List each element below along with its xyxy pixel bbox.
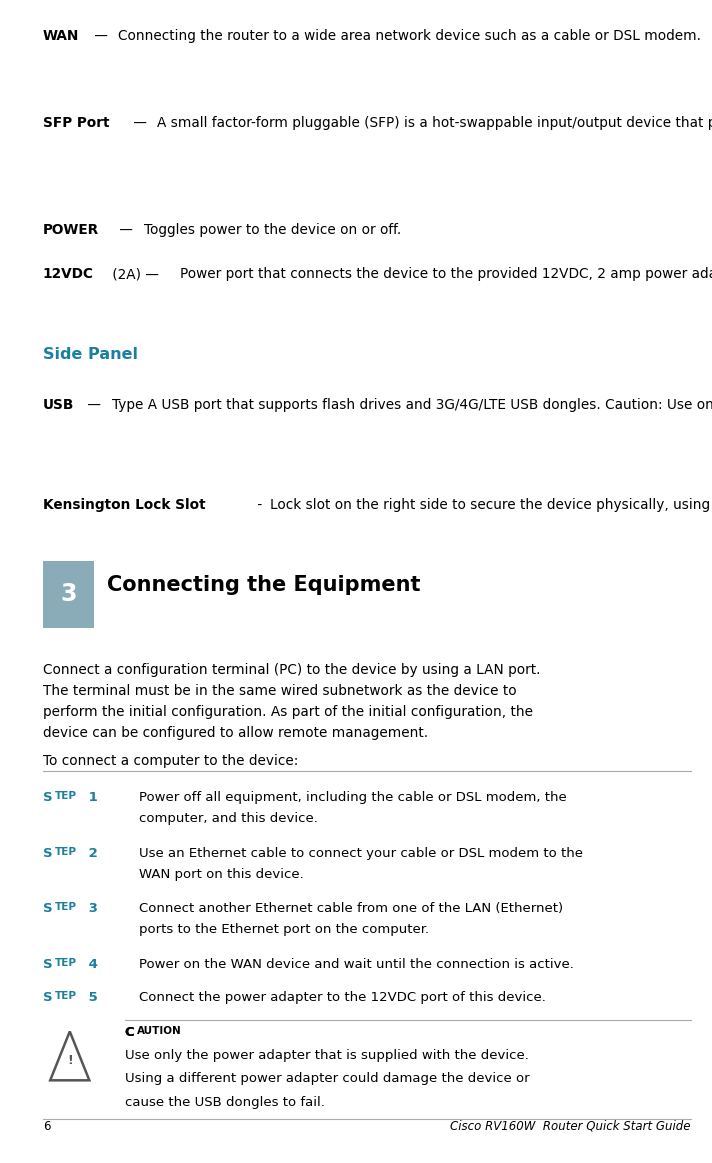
- Text: Power off all equipment, including the cable or DSL modem, the: Power off all equipment, including the c…: [139, 791, 567, 804]
- Text: Connect a configuration terminal (PC) to the device by using a LAN port.: Connect a configuration terminal (PC) to…: [43, 663, 540, 677]
- Text: S: S: [43, 847, 53, 859]
- Text: device can be configured to allow remote management.: device can be configured to allow remote…: [43, 726, 428, 740]
- Text: Use an Ethernet cable to connect your cable or DSL modem to the: Use an Ethernet cable to connect your ca…: [139, 847, 583, 859]
- Text: 5: 5: [83, 991, 98, 1004]
- Text: 3: 3: [60, 583, 77, 606]
- Text: TEP: TEP: [55, 958, 77, 969]
- Text: TEP: TEP: [55, 991, 77, 1001]
- Text: Side Panel: Side Panel: [43, 347, 137, 362]
- Text: C: C: [125, 1026, 135, 1039]
- Text: Lock slot on the right side to secure the device physically, using the Kensingto: Lock slot on the right side to secure th…: [270, 498, 712, 512]
- Text: S: S: [43, 958, 53, 971]
- Text: WAN: WAN: [43, 29, 79, 43]
- Text: 6: 6: [43, 1120, 51, 1133]
- Text: Connecting the router to a wide area network device such as a cable or DSL modem: Connecting the router to a wide area net…: [118, 29, 701, 43]
- Text: 4: 4: [83, 958, 98, 971]
- Text: Type A USB port that supports flash drives and 3G/4G/LTE USB dongles. Caution: U: Type A USB port that supports flash driv…: [112, 398, 712, 412]
- Text: Power port that connects the device to the provided 12VDC, 2 amp power adapter.: Power port that connects the device to t…: [179, 267, 712, 281]
- Text: S: S: [43, 991, 53, 1004]
- Text: (2A) —: (2A) —: [108, 267, 164, 281]
- Text: Connect the power adapter to the 12VDC port of this device.: Connect the power adapter to the 12VDC p…: [139, 991, 545, 1004]
- Text: —: —: [129, 116, 151, 130]
- Text: TEP: TEP: [55, 902, 77, 913]
- Text: -: -: [253, 498, 266, 512]
- Text: SFP Port: SFP Port: [43, 116, 109, 130]
- Text: POWER: POWER: [43, 223, 99, 237]
- Text: 3: 3: [83, 902, 98, 915]
- Text: 1: 1: [83, 791, 98, 804]
- Text: A small factor-form pluggable (SFP) is a hot-swappable input/output device that : A small factor-form pluggable (SFP) is a…: [157, 116, 712, 130]
- Text: —: —: [90, 29, 112, 43]
- Text: cause the USB dongles to fail.: cause the USB dongles to fail.: [125, 1096, 325, 1108]
- Text: Connect another Ethernet cable from one of the LAN (Ethernet): Connect another Ethernet cable from one …: [139, 902, 563, 915]
- Text: computer, and this device.: computer, and this device.: [139, 812, 318, 825]
- Text: 2: 2: [83, 847, 98, 859]
- Text: TEP: TEP: [55, 791, 77, 801]
- Text: 12VDC: 12VDC: [43, 267, 93, 281]
- Text: —: —: [115, 223, 137, 237]
- Text: Power on the WAN device and wait until the connection is active.: Power on the WAN device and wait until t…: [139, 958, 574, 971]
- Text: Cisco RV160W  Router Quick Start Guide: Cisco RV160W Router Quick Start Guide: [450, 1120, 691, 1133]
- Text: Connecting the Equipment: Connecting the Equipment: [107, 575, 420, 594]
- Text: USB: USB: [43, 398, 74, 412]
- Text: To connect a computer to the device:: To connect a computer to the device:: [43, 754, 298, 768]
- Bar: [43, 561, 94, 628]
- Text: Kensington Lock Slot: Kensington Lock Slot: [43, 498, 205, 512]
- Text: AUTION: AUTION: [137, 1026, 182, 1036]
- Text: WAN port on this device.: WAN port on this device.: [139, 868, 303, 880]
- Text: perform the initial configuration. As part of the initial configuration, the: perform the initial configuration. As pa…: [43, 705, 533, 719]
- Text: The terminal must be in the same wired subnetwork as the device to: The terminal must be in the same wired s…: [43, 684, 516, 698]
- Text: !: !: [67, 1054, 73, 1068]
- Text: ports to the Ethernet port on the computer.: ports to the Ethernet port on the comput…: [139, 923, 429, 936]
- Text: TEP: TEP: [55, 847, 77, 857]
- Text: Use only the power adapter that is supplied with the device.: Use only the power adapter that is suppl…: [125, 1049, 528, 1062]
- Text: C: C: [125, 1026, 135, 1039]
- Text: S: S: [43, 902, 53, 915]
- Text: S: S: [43, 791, 53, 804]
- Text: Using a different power adapter could damage the device or: Using a different power adapter could da…: [125, 1072, 529, 1085]
- Text: Toggles power to the device on or off.: Toggles power to the device on or off.: [144, 223, 401, 237]
- Text: —: —: [83, 398, 105, 412]
